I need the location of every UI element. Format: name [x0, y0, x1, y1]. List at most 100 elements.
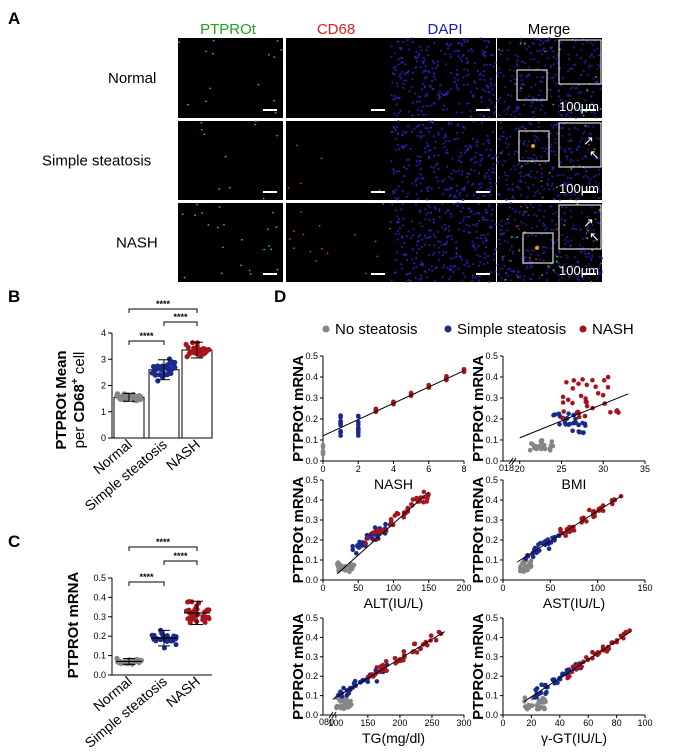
nucleus-dot — [395, 114, 398, 117]
ptprot-signal-dot — [183, 276, 186, 279]
nucleus-dot — [458, 155, 461, 159]
panel-d-plot-5-x-tick-label: 300 — [456, 718, 471, 728]
nucleus-dot — [421, 105, 425, 108]
nucleus-dot — [446, 209, 450, 212]
nucleus-dot — [547, 72, 550, 75]
nucleus-dot — [450, 178, 453, 181]
nucleus-dot — [523, 212, 526, 216]
nucleus-dot — [426, 144, 429, 147]
nucleus-dot — [531, 158, 535, 161]
nucleus-dot — [434, 280, 437, 283]
scatter-point — [170, 638, 176, 644]
nucleus-dot — [447, 90, 450, 93]
nucleus-dot — [581, 137, 584, 140]
nucleus-dot — [475, 141, 479, 144]
scatter-point — [421, 489, 427, 495]
zoom-region-box — [522, 232, 554, 264]
nucleus-dot — [525, 267, 528, 270]
nucleus-dot — [598, 197, 602, 200]
nucleus-dot — [453, 265, 456, 268]
ptprot-signal-dot — [519, 42, 522, 45]
nucleus-dot — [475, 230, 478, 233]
scatter-point — [139, 658, 144, 663]
nucleus-dot — [406, 158, 409, 161]
cd68-signal-dot — [516, 225, 519, 228]
panel-b-y-tick-label: 3 — [101, 354, 106, 364]
panel-d-plot-4-x-tick-label: 150 — [637, 583, 652, 593]
scatter-point — [520, 560, 525, 566]
nucleus-dot — [527, 214, 531, 217]
nucleus-dot — [490, 271, 493, 274]
nucleus-dot — [494, 248, 497, 251]
nucleus-dot — [529, 253, 532, 256]
scatter-point — [350, 543, 356, 549]
panel-d-plot-2-regression-line — [519, 393, 629, 439]
scatter-point — [566, 667, 571, 672]
nucleus-dot — [466, 60, 469, 63]
nucleus-dot — [397, 232, 400, 235]
nucleus-dot — [411, 78, 414, 81]
nucleus-dot — [532, 273, 535, 276]
nucleus-dot — [416, 240, 419, 243]
nucleus-dot — [488, 142, 491, 145]
nucleus-dot — [449, 88, 452, 91]
nucleus-dot — [448, 268, 452, 271]
ptprot-signal-dot — [276, 134, 279, 137]
nucleus-dot — [443, 224, 447, 227]
nucleus-dot — [583, 130, 586, 134]
nucleus-dot — [411, 258, 414, 261]
nucleus-dot — [598, 271, 601, 274]
nucleus-dot — [426, 189, 429, 192]
ptprot-signal-dot — [274, 112, 277, 114]
scatter-point — [338, 433, 343, 438]
ptprot-signal-dot — [510, 236, 513, 239]
nucleus-dot — [416, 134, 419, 137]
nucleus-dot — [397, 58, 400, 61]
nucleus-dot — [417, 52, 421, 55]
nucleus-dot — [420, 189, 423, 193]
nucleus-dot — [539, 43, 542, 46]
nucleus-dot — [401, 71, 404, 74]
nucleus-dot — [463, 263, 466, 266]
cd68-signal-dot — [563, 273, 566, 275]
nucleus-dot — [423, 77, 426, 80]
nucleus-dot — [505, 178, 508, 182]
panel-d-plot-2-y-tick-label: 0.0 — [485, 456, 498, 466]
nucleus-dot — [422, 57, 425, 60]
nucleus-dot — [395, 259, 398, 262]
nucleus-dot — [514, 168, 517, 171]
nucleus-dot — [529, 157, 532, 160]
nucleus-dot — [457, 159, 460, 162]
nucleus-dot — [447, 225, 450, 228]
nucleus-dot — [585, 125, 589, 128]
nucleus-dot — [457, 55, 460, 58]
nucleus-dot — [539, 80, 542, 83]
nucleus-dot — [595, 137, 598, 140]
nucleus-dot — [448, 175, 451, 178]
nucleus-dot — [402, 61, 405, 64]
nucleus-dot — [494, 223, 497, 226]
nucleus-dot — [525, 210, 528, 213]
nucleus-dot — [588, 255, 591, 258]
nucleus-dot — [400, 262, 403, 266]
nucleus-dot — [474, 81, 477, 84]
nucleus-dot — [502, 135, 505, 138]
nucleus-dot — [477, 203, 480, 206]
nucleus-dot — [589, 178, 592, 181]
panel-d-plot-5-x-tick-label: 100 — [328, 718, 343, 728]
nucleus-dot — [404, 72, 407, 75]
nucleus-dot — [507, 188, 510, 191]
nucleus-dot — [474, 248, 477, 251]
panel-d-plot-4-y-label: PTPROt mRNA — [470, 476, 487, 583]
nucleus-dot — [493, 171, 496, 174]
nucleus-dot — [482, 195, 485, 198]
scatter-point — [320, 442, 326, 448]
scatter-point — [520, 567, 525, 572]
nucleus-dot — [520, 175, 523, 178]
nucleus-dot — [460, 173, 463, 176]
nucleus-dot — [587, 66, 591, 69]
panel-b-y-label-line2: per CD68+ cell — [70, 352, 88, 449]
scatter-point — [410, 497, 416, 502]
nucleus-dot — [397, 119, 400, 123]
nucleus-dot — [462, 230, 465, 233]
